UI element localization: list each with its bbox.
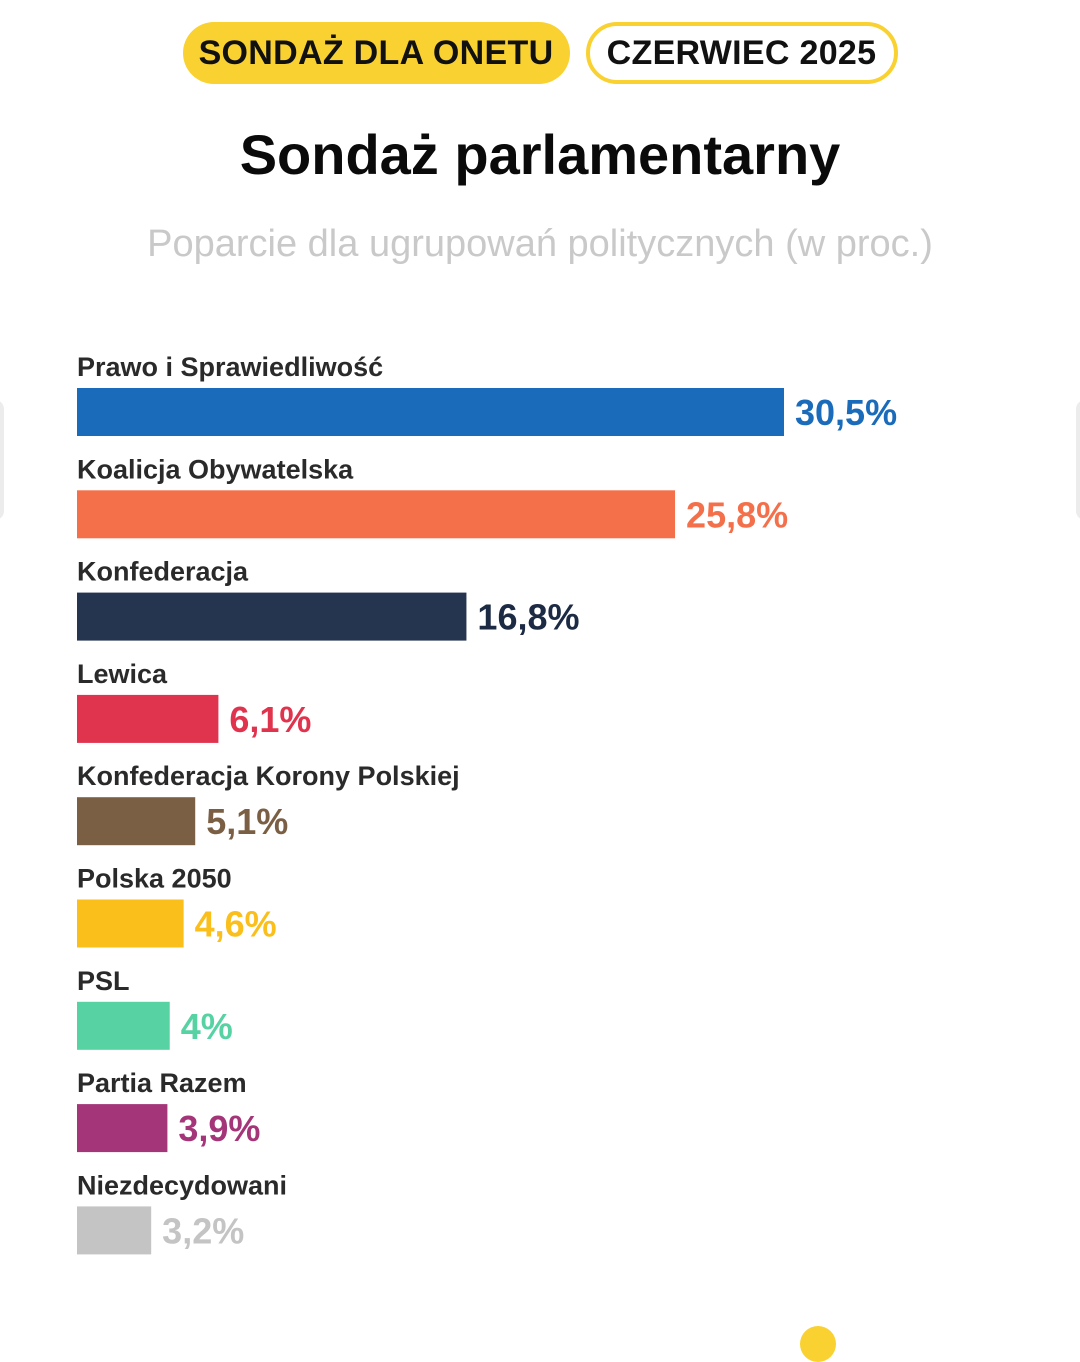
bar [77,797,196,846]
value-label: 3,2% [162,1210,244,1251]
bar [77,388,784,436]
chart-title: Sondaż parlamentarny [239,123,841,186]
chart-subtitle: Poparcie dla ugrupowań politycznych (w p… [147,223,933,265]
category-label: Niezdecydowani [77,1170,287,1200]
bar [77,1104,168,1153]
header-badges: SONDAŻ DLA ONETU CZERWIEC 2025 [0,22,1080,84]
category-label: PSL [77,966,130,996]
bar [77,899,184,948]
bar [77,592,467,641]
date-badge: CZERWIEC 2025 [585,22,898,84]
carousel-next-edge[interactable] [1076,400,1080,520]
category-label: Lewica [77,659,168,689]
bar [77,490,676,539]
value-label: 3,9% [178,1108,260,1149]
bar [77,1001,170,1050]
bar [77,694,219,743]
category-label: Koalicja Obywatelska [77,454,354,484]
category-label: Prawo i Sprawiedliwość [77,352,383,382]
value-label: 4% [181,1006,233,1047]
category-label: Polska 2050 [77,864,232,894]
value-label: 6,1% [229,699,311,740]
value-label: 30,5% [795,392,897,433]
source-badge: SONDAŻ DLA ONETU [182,22,570,84]
bar-chart: Prawo i Sprawiedliwość 30,5% Koalicja Obyw… [77,352,897,1255]
category-label: Konfederacja Korony Polskiej [77,761,460,791]
category-label: Partia Razem [77,1068,247,1098]
value-label: 4,6% [195,904,277,945]
page-indicator-dot [800,1326,836,1362]
category-label: Konfederacja [77,557,249,587]
bar [77,1206,152,1255]
value-label: 25,8% [686,494,788,535]
value-label: 5,1% [206,801,288,842]
value-label: 16,8% [477,597,579,638]
carousel-prev-edge[interactable] [0,400,4,520]
